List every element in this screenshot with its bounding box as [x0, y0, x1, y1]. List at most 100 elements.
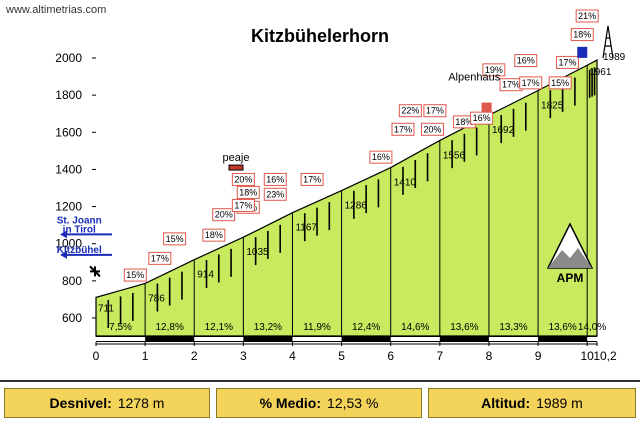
- section-gradient-box: [236, 185, 260, 199]
- x-tick-label: 0: [93, 349, 100, 363]
- section-gradient-box: [570, 28, 594, 42]
- x-tick-label: 3: [240, 349, 247, 363]
- km-gradient-label: 11,9%: [303, 322, 331, 333]
- section-gradient-label: 18%: [455, 117, 473, 127]
- x-tick-label: 6: [387, 349, 394, 363]
- section-gradient-label: 15%: [551, 78, 569, 88]
- desnivel-stat: Desnivel: 1278 m: [4, 388, 210, 418]
- altitude-label: 1286: [345, 201, 368, 212]
- profile-area: [95, 59, 598, 337]
- medio-value: 12,53 %: [327, 395, 379, 411]
- altitude-label: 1035: [246, 247, 269, 258]
- section-gradient-label: 22%: [401, 106, 419, 116]
- gradient-strip-segment: [488, 337, 539, 341]
- x-tick-label: 7: [436, 349, 443, 363]
- section-gradient-label: 16%: [372, 152, 390, 162]
- altitud-value: 1989 m: [536, 395, 583, 411]
- y-tick-label: 600: [62, 311, 82, 325]
- gradient-strip-segment: [390, 337, 440, 341]
- km-gradient-label: 7,5%: [109, 322, 132, 333]
- altitude-label: 786: [148, 293, 165, 304]
- gradient-strip: [96, 336, 597, 342]
- section-gradient-box: [300, 172, 324, 186]
- section-gradient-label: 17%: [394, 124, 412, 134]
- altitud-label: Altitud:: [481, 395, 531, 411]
- altitude-label: 1167: [295, 223, 317, 234]
- annotation-text: in Tirol: [63, 225, 96, 236]
- altitude-label: 1961: [589, 67, 612, 78]
- altitude-label: 1556: [443, 150, 466, 161]
- section-gradient-box: [398, 104, 422, 118]
- section-gradient-label: 17%: [151, 253, 169, 263]
- section-gradient-box: [519, 76, 543, 90]
- y-tick-label: 1400: [55, 162, 82, 176]
- section-gradient-box: [123, 268, 147, 282]
- section-gradient-box: [148, 251, 172, 265]
- apm-logo-rock-icon: [548, 248, 592, 268]
- y-tick-label: 2000: [55, 51, 82, 65]
- section-gradient-label: 17%: [303, 174, 321, 184]
- summit-building-icon: [577, 46, 588, 58]
- section-gradient-label: 21%: [578, 11, 596, 21]
- section-gradient-label: 17%: [234, 200, 252, 210]
- section-gradient-box: [391, 122, 415, 136]
- medio-stat: % Medio: 12,53 %: [216, 388, 422, 418]
- x-tick-label: 10,2: [593, 349, 617, 363]
- section-gradient-box: [423, 104, 447, 118]
- section-gradient-box: [548, 76, 572, 90]
- annotation-text: Alpenhaus: [448, 71, 500, 83]
- section-gradient-label: 20%: [423, 124, 441, 134]
- km-gradient-label: 12,4%: [352, 322, 380, 333]
- site-watermark: www.altimetrias.com: [6, 4, 107, 16]
- desnivel-value: 1278 m: [117, 395, 165, 411]
- y-tick-label: 800: [62, 274, 82, 288]
- section-gradient-box: [420, 122, 444, 136]
- altitude-label: 1989: [603, 52, 626, 63]
- annotation-text: St. Joann: [57, 215, 102, 226]
- altitude-label: 711: [98, 303, 114, 314]
- section-gradient-label: 18%: [239, 187, 257, 197]
- stats-footer: Desnivel: 1278 m % Medio: 12,53 % Altitu…: [0, 380, 640, 423]
- gradient-strip-segment: [587, 337, 597, 341]
- section-gradient-label: 16%: [473, 113, 491, 123]
- section-gradient-label: 17%: [426, 106, 444, 116]
- km-gradient-label: 13,6%: [548, 322, 576, 333]
- apm-logo-text: APM: [557, 271, 584, 285]
- route-arrow-head: [60, 230, 67, 239]
- route-arrow-head: [60, 250, 67, 259]
- section-gradient-label: 15%: [126, 270, 144, 280]
- x-tick-label: 1: [142, 349, 149, 363]
- km-gradient-label: 12,1%: [205, 322, 233, 333]
- x-tick-label: 9: [535, 349, 542, 363]
- section-gradient-box: [263, 172, 287, 186]
- annotation-text: Kitzbühel: [57, 245, 102, 256]
- altitude-label: 1692: [492, 125, 515, 136]
- section-gradient-box: [482, 63, 506, 77]
- section-gradient-box: [575, 9, 599, 23]
- section-gradient-label: 20%: [215, 210, 233, 220]
- section-gradient-label: 15%: [166, 234, 184, 244]
- section-gradient-box: [163, 232, 187, 246]
- y-tick-label: 1600: [55, 125, 82, 139]
- altitude-label: 1410: [394, 178, 417, 189]
- gradient-strip-segment: [292, 337, 342, 341]
- desnivel-label: Desnivel:: [49, 395, 112, 411]
- antenna-icon: [602, 25, 614, 59]
- section-gradient-label: 17%: [522, 78, 540, 88]
- section-gradient-label: 17%: [502, 80, 520, 90]
- km-gradient-label: 14,0%: [578, 322, 606, 333]
- chart-title: Kitzbühelerhorn: [251, 26, 389, 46]
- km-gradient-label: 13,3%: [499, 322, 527, 333]
- x-tick-label: 8: [486, 349, 493, 363]
- y-tick-label: 1200: [55, 200, 82, 214]
- annotation-text: peaje: [223, 152, 250, 164]
- km-gradient-label: 14,6%: [401, 322, 429, 333]
- medio-label: % Medio:: [259, 395, 322, 411]
- altitude-label: 914: [197, 270, 214, 281]
- toll-marker-icon: [228, 164, 244, 171]
- section-gradient-label: 16%: [517, 56, 535, 66]
- section-gradient-label: 23%: [266, 189, 284, 199]
- x-tick-label: 4: [289, 349, 296, 363]
- km-gradient-label: 12,8%: [155, 322, 183, 333]
